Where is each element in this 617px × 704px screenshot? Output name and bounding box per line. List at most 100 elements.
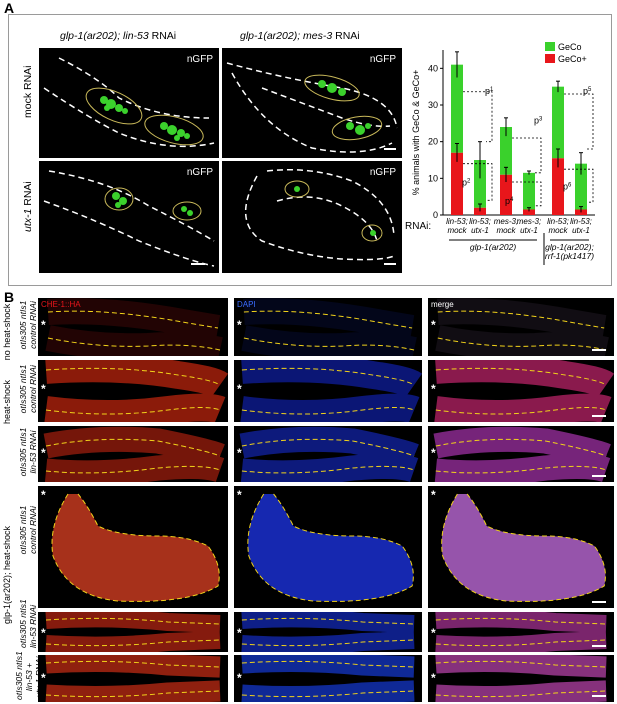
panel-b-letter: B [4,289,15,305]
micrograph-b-row5-che1: * [38,612,228,652]
y-axis-label: % animals with GeCo & GeCo+ [411,70,421,196]
panel-a-col2-title: glp-1(ar202); mes-3 RNAi [240,30,360,42]
asterisk-marker: * [41,446,46,460]
p-bracket [512,181,542,207]
micrograph-b-row4-che1: * [38,486,228,608]
nGFP-label-a2: nGFP [369,54,396,65]
group-label: glp-1(ar202) [470,242,516,252]
category-label: utx-1 [572,226,590,235]
p-value-label: p3 [534,115,543,125]
asterisk-marker: * [237,382,242,396]
category-label: lin-53; [469,217,491,226]
p-value-label: p1 [485,86,494,96]
bar-geco [575,163,587,210]
category-label: utx-1 [471,226,489,235]
asterisk-marker: * [237,671,242,685]
category-label: lin-53; [446,217,468,226]
category-label: mes-3; [494,217,518,226]
p-bracket [564,93,594,150]
group-label: glp-1(ar202); [545,242,594,252]
micrograph-lin53-utx1: nGFP [39,161,219,273]
scale-bar [592,475,606,477]
x-prefix-label: RNAi: [405,221,431,232]
p-bracket [463,91,493,143]
legend-label: GeCo [558,42,582,52]
asterisk-marker: * [431,671,436,685]
row-label-b5: otIs305 ntIs1 lin-53 RNAi [18,599,38,648]
channel-title-dapi: DAPI [237,300,256,309]
asterisk-marker: * [41,626,46,640]
scale-bar-a2 [384,148,396,150]
asterisk-marker: * [41,382,46,396]
scale-bar [592,415,606,417]
bar-geco-plus [474,207,486,215]
asterisk-marker: * [237,446,242,460]
category-label: utx-1 [520,226,538,235]
channel-title-merge: merge [431,300,454,309]
p-value-label: p4 [505,196,514,206]
micrograph-b-row6-dapi: * [234,655,422,702]
row-label-b2: otIs305 ntIs1 control RNAi [18,364,38,414]
micrograph-b-row1-merge: * merge [428,298,614,356]
y-tick-label: 0 [433,210,438,220]
micrograph-b-row5-dapi: * [234,612,422,652]
category-label: mock [496,226,516,235]
scale-bar-a3 [191,263,205,265]
row-label-b1: otIs305 ntIs1 control RNAi [18,300,38,350]
category-label: lin-53; [547,217,569,226]
scale-bar [592,695,606,697]
micrograph-b-row2-dapi: * [234,360,422,422]
micrograph-b-row2-merge: * [428,360,614,422]
y-tick-label: 40 [428,63,438,73]
micrograph-b-row4-dapi: * [234,486,422,608]
p-value-label: p5 [583,86,592,96]
bar-geco [474,160,486,208]
condition-label-glp1-heat-shock: glp-1(ar202); heat-shock [2,525,12,625]
micrograph-b-row3-dapi: * [234,426,422,482]
asterisk-marker: * [41,318,46,332]
category-label: mock [447,226,467,235]
bar-geco [451,64,463,153]
y-tick-label: 10 [428,173,438,183]
micrograph-b-row5-merge: * [428,612,614,652]
category-label: mes-3; [517,217,541,226]
condition-label-heat-shock: heat-shock [2,379,12,425]
bar-geco [523,172,535,210]
bar-geco [552,86,564,159]
micrograph-b-row4-merge: * [428,486,614,608]
y-tick-label: 20 [428,137,438,147]
legend-swatch [545,54,555,63]
p-value-label: p6 [563,181,572,191]
micrograph-b-row6-che1: * [38,655,228,702]
asterisk-marker: * [431,488,436,502]
micrograph-lin53-mock: nGFP [39,48,219,158]
asterisk-marker: * [41,488,46,502]
scale-bar-a4 [384,263,396,265]
micrograph-mes3-utx1: nGFP [222,161,402,273]
asterisk-marker: * [431,626,436,640]
panel-a-col1-title: glp-1(ar202); lin-53 RNAi [60,30,177,42]
micrograph-b-row1-dapi: * DAPI [234,298,422,356]
asterisk-marker: * [431,446,436,460]
group-label: rrf-1(pk1417) [545,251,594,261]
category-label: lin-53; [570,217,592,226]
bar-geco-plus [552,158,564,215]
asterisk-marker: * [237,488,242,502]
bar-geco-plus [500,174,512,215]
asterisk-marker: * [431,382,436,396]
nGFP-label-a4: nGFP [369,167,396,178]
channel-title-che1: CHE-1::HA [41,300,81,309]
scale-bar [592,349,606,351]
micrograph-b-row3-che1: * [38,426,228,482]
p-value-label: p2 [462,178,471,188]
row-label-b4: otIs305 ntIs1 control RNAi [18,505,38,555]
asterisk-marker: * [41,671,46,685]
condition-label-no-heat-shock: no heat-shock [2,303,12,361]
micrograph-b-row1-che1: * CHE-1::HA [38,298,228,356]
micrograph-b-row6-merge: * [428,655,614,702]
p-bracket [463,163,493,201]
asterisk-marker: * [237,626,242,640]
panel-a-row1-label: mock RNAi [22,65,34,118]
p-bracket [564,168,594,203]
panel-a-row2-label: utx-1 RNAi [22,181,34,232]
